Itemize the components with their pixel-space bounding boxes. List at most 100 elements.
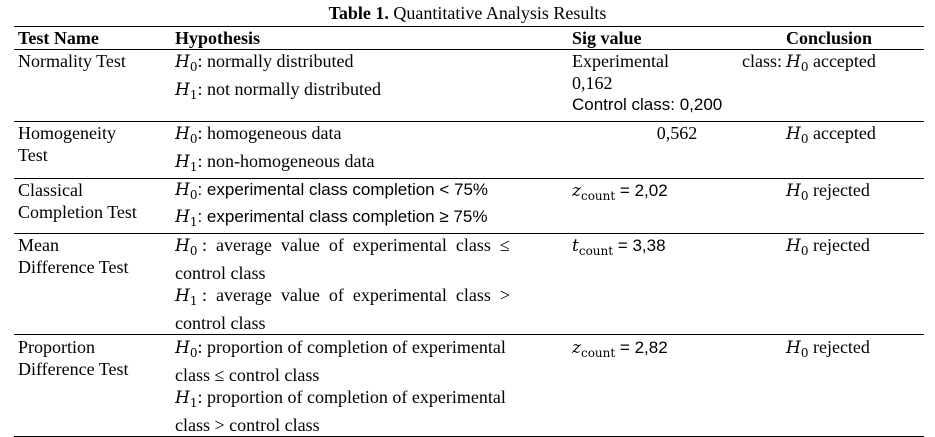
h0-text: : homogeneous data [197,123,342,143]
conclusion-cell: H0 accepted [782,50,924,122]
hypothesis-cell: H0: normally distributed H1: not normall… [171,50,568,122]
h0-symbol: H [175,52,190,72]
sig-subscript: count [580,189,616,203]
h0-symbol: H [175,236,190,256]
sig-value: = 2,02 [615,181,668,200]
h1-subscript: 1 [189,396,198,410]
conclusion-subscript: 0 [800,244,809,258]
h1-text: : proportion of completion of experiment… [197,387,506,407]
conclusion-subscript: 0 [800,132,809,146]
sig-symbol: t [572,236,579,256]
conclusion-symbol: H [786,181,801,201]
table-caption-label: Table 1. [328,3,389,23]
hypothesis-h1: H1: proportion of completion of experime… [175,386,568,414]
hypothesis-h1: H1: not normally distributed [175,78,568,106]
sig-symbol: z [572,181,581,201]
sig-value: = 2,82 [615,338,668,357]
conclusion-subscript: 0 [800,189,809,203]
header-hypothesis: Hypothesis [171,26,568,50]
h1-symbol: H [175,80,190,100]
table-row: Normality Test H0: normally distributed … [14,50,924,122]
hypothesis-h1-cont: control class [175,313,266,333]
sig-value-cell: 0,562 [568,122,782,179]
table-caption-text: Quantitative Analysis Results [393,3,607,23]
test-name-cell: Proportion Difference Test [14,335,171,437]
conclusion-subscript: 0 [800,346,809,360]
test-name-cont: Test [18,145,48,165]
analysis-results-table: Test Name Hypothesis Sig value Conclusio… [14,26,924,437]
test-name-cell: Normality Test [14,50,171,122]
sig-subscript: count [578,244,614,258]
test-name: Proportion [18,337,96,357]
table-row: Mean Difference Test H0 : average value … [14,234,924,335]
hypothesis-h0: H0: homogeneous data [175,122,568,150]
test-name-cell: Homogeneity Test [14,122,171,179]
sig-value-cell: zcount = 2,02 [568,179,782,234]
hypothesis-h1: H1 : average value of experimental class… [175,284,568,312]
h1-text: : not normally distributed [197,79,381,99]
table-caption: Table 1. Quantitative Analysis Results [0,2,935,24]
h0-symbol: H [175,180,190,200]
h0-text: : proportion of completion of experiment… [197,337,506,357]
sig-control-value: Control class: 0,200 [572,95,723,114]
conclusion-text: rejected [808,235,870,255]
conclusion-cell: H0 rejected [782,335,924,437]
h1-symbol: H [175,152,190,172]
h0-subscript: 0 [189,244,198,258]
h1-text: : experimental class completion ≥ 75% [197,207,488,226]
test-name-cont: Difference Test [18,359,129,379]
sig-value-cell: Experimental class: 0,162 Control class:… [568,50,782,122]
hypothesis-h0: H0: proportion of completion of experime… [175,336,568,364]
hypothesis-cell: H0: proportion of completion of experime… [171,335,568,437]
conclusion-cell: H0 rejected [782,179,924,234]
test-name: Mean [18,235,59,255]
h1-subscript: 1 [189,88,198,102]
hypothesis-h0: H0: experimental class completion < 75% [175,179,568,206]
conclusion-subscript: 0 [800,60,809,74]
sig-value: = 3,38 [613,236,666,255]
conclusion-text: accepted [808,123,876,143]
h0-subscript: 0 [189,132,198,146]
h1-subscript: 1 [189,294,198,308]
conclusion-symbol: H [786,52,801,72]
conclusion-symbol: H [786,124,801,144]
h1-symbol: H [175,286,190,306]
h0-subscript: 0 [189,60,198,74]
hypothesis-h0: H0 : average value of experimental class… [175,234,568,262]
sig-value-cell: tcount = 3,38 [568,234,782,335]
h1-subscript: 1 [189,215,198,229]
test-name-cont: Difference Test [18,257,129,277]
conclusion-text: rejected [808,337,870,357]
h1-subscript: 1 [189,160,198,174]
conclusion-symbol: H [786,338,801,358]
table-row: Classical Completion Test H0: experiment… [14,179,924,234]
sig-subscript: count [580,346,616,360]
h0-text: : average value of experimental class ≤ [197,235,510,255]
h0-text: : normally distributed [197,51,354,71]
sig-experimental-value: 0,162 [572,73,613,93]
test-name: Classical [18,180,83,200]
header-conclusion: Conclusion [782,26,924,50]
test-name-cell: Classical Completion Test [14,179,171,234]
h1-symbol: H [175,207,190,227]
hypothesis-h0-cont: class ≤ control class [175,365,320,385]
hypothesis-h1-cont: class > control class [175,415,320,435]
sig-experimental-label: Experimental class: [572,51,782,71]
h0-subscript: 0 [189,188,198,202]
table-header-row: Test Name Hypothesis Sig value Conclusio… [14,26,924,50]
table-row: Proportion Difference Test H0: proportio… [14,335,924,437]
test-name: Homogeneity [18,123,116,143]
test-name-cell: Mean Difference Test [14,234,171,335]
hypothesis-h1: H1: non-homogeneous data [175,150,568,178]
conclusion-text: rejected [808,180,870,200]
hypothesis-cell: H0: experimental class completion < 75% … [171,179,568,234]
conclusion-cell: H0 accepted [782,122,924,179]
hypothesis-h0-cont: control class [175,263,266,283]
conclusion-text: accepted [808,51,876,71]
h1-text: : non-homogeneous data [197,151,375,171]
hypothesis-h1: H1: experimental class completion ≥ 75% [175,206,568,233]
hypothesis-cell: H0: homogeneous data H1: non-homogeneous… [171,122,568,179]
h0-symbol: H [175,124,190,144]
sig-value-cell: zcount = 2,82 [568,335,782,437]
h0-subscript: 0 [189,346,198,360]
